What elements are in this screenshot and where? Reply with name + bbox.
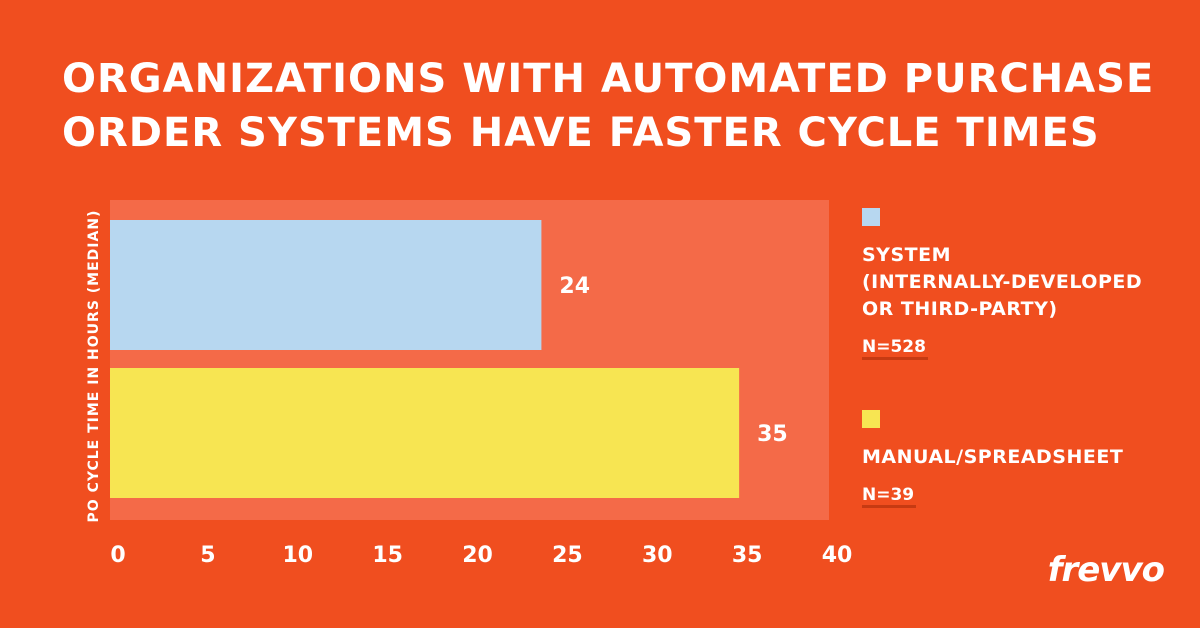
x-tick-label: 35: [732, 543, 763, 568]
legend-label-line: (INTERNALLY-DEVELOPED: [862, 271, 1143, 293]
x-tick-label: 10: [282, 543, 313, 568]
legend-label-system: SYSTEM (INTERNALLY-DEVELOPED OR THIRD-PA…: [862, 242, 1182, 323]
x-tick-label: 20: [462, 543, 493, 568]
legend-swatch-manual: [862, 410, 880, 428]
x-tick-label: 25: [552, 543, 583, 568]
x-tick-label: 0: [110, 543, 125, 568]
x-tick-label: 40: [822, 543, 853, 568]
title-line-2: ORDER SYSTEMS HAVE FASTER CYCLE TIMES: [62, 110, 1100, 156]
x-tick-label: 30: [642, 543, 673, 568]
chart-title: ORGANIZATIONS WITH AUTOMATED PURCHASE OR…: [62, 52, 1162, 160]
bar-value-label: 35: [757, 422, 788, 447]
y-axis-label: PO CYCLE TIME IN HOURS (MEDIAN): [86, 209, 102, 523]
legend-label-line: MANUAL/SPREADSHEET: [862, 446, 1124, 468]
legend-label-manual: MANUAL/SPREADSHEET: [862, 444, 1182, 471]
legend-item-manual: MANUAL/SPREADSHEET N=39: [862, 410, 1182, 508]
frevvo-logo: frevvo: [1047, 550, 1165, 590]
x-tick-label: 5: [200, 543, 215, 568]
legend-item-system: SYSTEM (INTERNALLY-DEVELOPED OR THIRD-PA…: [862, 208, 1182, 360]
bar-value-label: 24: [559, 274, 590, 299]
bar: [110, 220, 542, 350]
legend-label-line: OR THIRD-PARTY): [862, 298, 1058, 320]
legend-swatch-system: [862, 208, 880, 226]
x-tick-label: 15: [372, 543, 403, 568]
bar: [110, 368, 740, 498]
legend: SYSTEM (INTERNALLY-DEVELOPED OR THIRD-PA…: [862, 208, 1182, 508]
legend-sample-size-manual: N=39: [862, 485, 917, 508]
title-line-1: ORGANIZATIONS WITH AUTOMATED PURCHASE: [62, 56, 1155, 102]
legend-label-line: SYSTEM: [862, 244, 951, 266]
legend-sample-size-system: N=528: [862, 337, 928, 360]
